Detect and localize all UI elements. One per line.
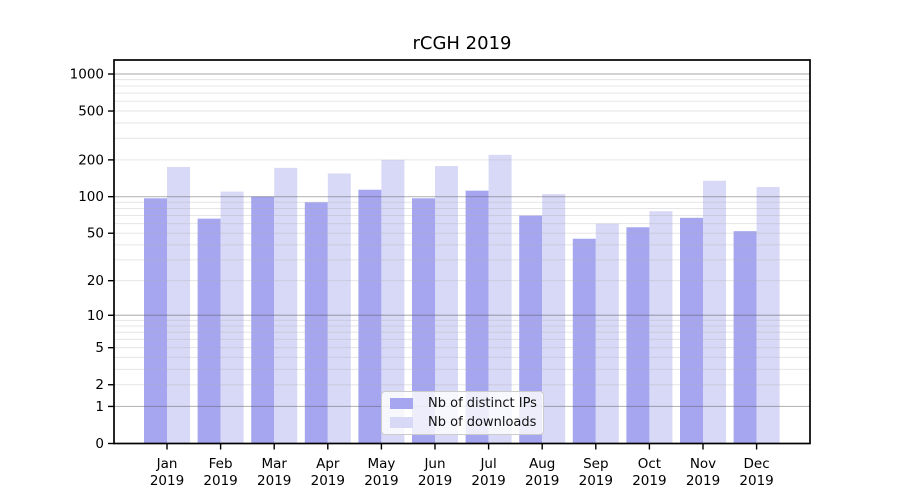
- bar-distinct-ips-aug: [519, 215, 543, 444]
- x-axis: Jan2019Feb2019Mar2019Apr2019May2019Jun20…: [150, 443, 774, 489]
- legend-item-distinct-ips: Nb of distinct IPs: [390, 396, 543, 411]
- bar-distinct-ips-mar: [251, 196, 275, 444]
- bar-downloads-apr: [327, 173, 351, 444]
- bar-downloads-aug: [542, 194, 566, 444]
- x-tick-label-year: 2019: [364, 473, 398, 489]
- legend-item-downloads: Nb of downloads: [390, 415, 543, 430]
- x-tick-label-month: Feb: [209, 456, 233, 472]
- legend-swatch-downloads: [390, 417, 413, 428]
- y-tick-label: 500: [78, 104, 104, 120]
- x-tick-label-year: 2019: [203, 473, 237, 489]
- y-tick-label: 50: [87, 226, 104, 242]
- bars: [144, 154, 780, 444]
- y-tick-label: 5: [95, 340, 104, 356]
- x-tick-label-year: 2019: [632, 473, 666, 489]
- y-tick-label: 100: [78, 189, 104, 205]
- legend: Nb of distinct IPs Nb of downloads: [381, 391, 544, 435]
- y-tick-label: 10: [87, 308, 104, 324]
- x-tick-label-year: 2019: [579, 473, 613, 489]
- x-tick-label-month: Sep: [583, 456, 608, 472]
- x-tick-label-month: Jun: [423, 456, 445, 472]
- y-tick-label: 20: [87, 273, 104, 289]
- bar-distinct-ips-jun: [412, 198, 435, 444]
- bar-downloads-oct: [649, 211, 673, 444]
- x-tick-label-year: 2019: [150, 473, 184, 489]
- x-tick-label-month: Nov: [690, 456, 716, 472]
- bar-downloads-jul: [488, 154, 512, 444]
- bar-distinct-ips-sep: [572, 238, 596, 444]
- bar-downloads-mar: [274, 167, 298, 444]
- y-axis: 0 1 2 5 10 20 50 100 200 500 1000: [70, 67, 114, 452]
- x-tick-label-year: 2019: [525, 473, 559, 489]
- legend-swatch-distinct-ips: [390, 398, 413, 409]
- x-tick-label-month: Jan: [156, 456, 178, 472]
- plot-frame: [113, 59, 811, 445]
- bar-distinct-ips-oct: [626, 227, 650, 444]
- bar-downloads-jan: [167, 166, 190, 444]
- y-tick-label: 1000: [70, 67, 104, 83]
- bar-downloads-nov: [703, 180, 726, 444]
- bar-downloads-jun: [435, 166, 458, 444]
- bar-distinct-ips-dec: [733, 231, 757, 444]
- x-tick-label-year: 2019: [418, 473, 452, 489]
- x-tick-label-year: 2019: [739, 473, 773, 489]
- bar-distinct-ips-jan: [144, 198, 167, 444]
- x-tick-label-month: May: [367, 456, 395, 472]
- bar-distinct-ips-apr: [304, 202, 328, 444]
- bar-downloads-sep: [595, 223, 619, 444]
- x-tick-label-month: Dec: [744, 456, 770, 472]
- y-tick-label: 1: [95, 399, 104, 415]
- bar-distinct-ips-nov: [680, 217, 703, 444]
- x-tick-label-month: Oct: [638, 456, 661, 472]
- x-tick-label-year: 2019: [471, 473, 505, 489]
- bar-downloads-feb: [220, 191, 244, 444]
- bar-downloads-may: [381, 159, 405, 444]
- bar-distinct-ips-may: [358, 189, 382, 444]
- legend-label-downloads: Nb of downloads: [428, 415, 537, 430]
- bar-downloads-dec: [756, 187, 780, 444]
- x-tick-label-month: Aug: [529, 456, 555, 472]
- bar-distinct-ips-jul: [465, 190, 489, 444]
- y-tick-label: 200: [78, 152, 104, 168]
- bar-distinct-ips-feb: [197, 218, 221, 444]
- y-tick-label: 2: [95, 377, 104, 393]
- x-tick-label-month: Jul: [479, 456, 496, 472]
- x-tick-label-month: Apr: [316, 456, 340, 472]
- x-tick-label-month: Mar: [261, 456, 287, 472]
- chart-title: rCGH 2019: [412, 33, 512, 54]
- x-tick-label-year: 2019: [257, 473, 291, 489]
- x-tick-label-year: 2019: [311, 473, 345, 489]
- legend-label-distinct-ips: Nb of distinct IPs: [428, 396, 537, 411]
- x-tick-label-year: 2019: [686, 473, 720, 489]
- minor-gridlines: [114, 79, 810, 386]
- y-tick-label: 0: [95, 436, 104, 452]
